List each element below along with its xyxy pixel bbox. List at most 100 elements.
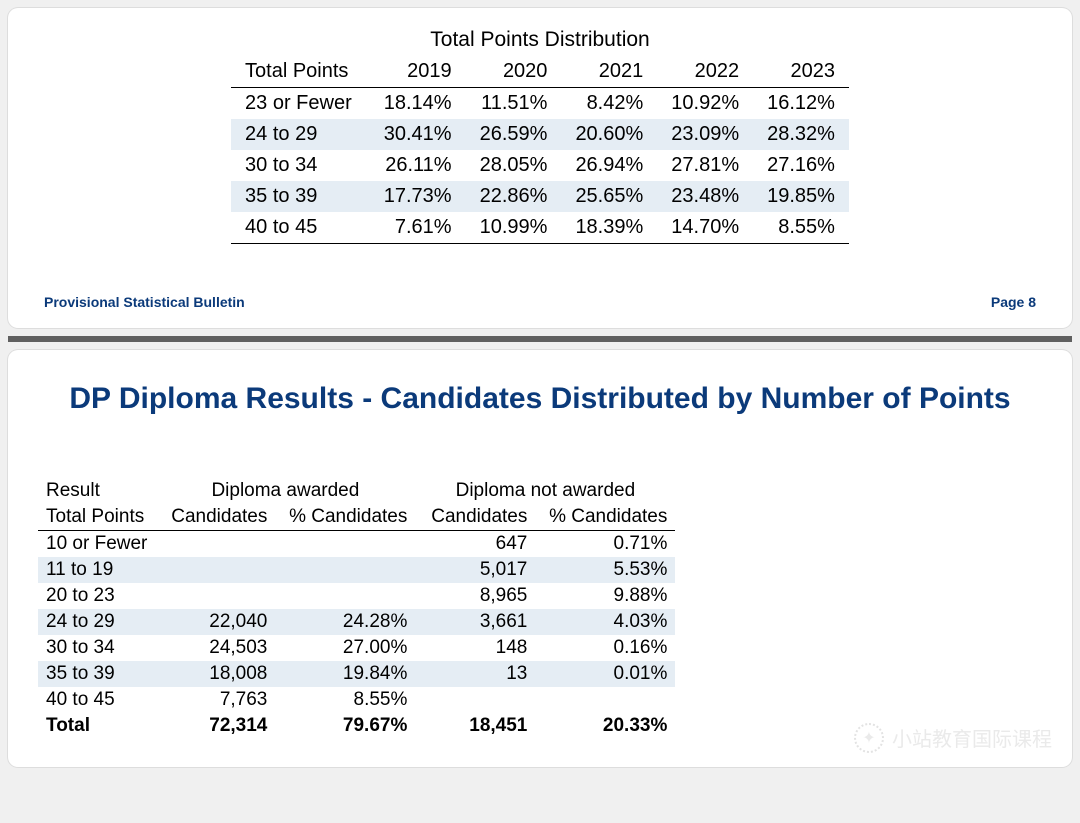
- page-top: Total Points Distribution Total Points 2…: [8, 8, 1072, 328]
- awarded-pct: 24.28%: [275, 609, 415, 635]
- distribution-cell: 26.94%: [561, 150, 657, 181]
- distribution-row: 24 to 2930.41%26.59%20.60%23.09%28.32%: [231, 119, 849, 150]
- awarded-candidates: 7,763: [155, 687, 275, 713]
- results-row: 24 to 2922,04024.28%3,6614.03%: [38, 609, 675, 635]
- notawarded-pct: 5.53%: [535, 557, 675, 583]
- distribution-cell: 10.99%: [466, 212, 562, 244]
- awarded-pct: 19.84%: [275, 661, 415, 687]
- head-notawarded-candidates: Candidates: [415, 504, 535, 531]
- notawarded-candidates: [415, 687, 535, 713]
- head-notawarded-pct: % Candidates: [535, 504, 675, 531]
- awarded-candidates: 22,040: [155, 609, 275, 635]
- distribution-row-label: 30 to 34: [231, 150, 370, 181]
- head-result: Result: [38, 478, 155, 504]
- distribution-cell: 17.73%: [370, 181, 466, 212]
- distribution-cell: 16.12%: [753, 88, 849, 120]
- notawarded-pct: 9.88%: [535, 583, 675, 609]
- notawarded-candidates: 647: [415, 530, 535, 557]
- page-divider: [8, 336, 1072, 342]
- notawarded-candidates-total: 18,451: [415, 713, 535, 739]
- distribution-cell: 23.48%: [657, 181, 753, 212]
- distribution-cell: 27.81%: [657, 150, 753, 181]
- results-total-label: Total: [38, 713, 155, 739]
- distribution-row: 30 to 3426.11%28.05%26.94%27.81%27.16%: [231, 150, 849, 181]
- year-col: 2022: [657, 56, 753, 88]
- awarded-pct-total: 79.67%: [275, 713, 415, 739]
- results-row: 30 to 3424,50327.00%1480.16%: [38, 635, 675, 661]
- notawarded-candidates: 13: [415, 661, 535, 687]
- distribution-row-label: 23 or Fewer: [231, 88, 370, 120]
- distribution-cell: 18.14%: [370, 88, 466, 120]
- results-table: Result Diploma awarded Diploma not award…: [38, 478, 675, 739]
- results-row-label: 20 to 23: [38, 583, 155, 609]
- distribution-row-label: 24 to 29: [231, 119, 370, 150]
- footer-left: Provisional Statistical Bulletin: [44, 294, 245, 310]
- distribution-cell: 20.60%: [561, 119, 657, 150]
- awarded-pct: [275, 557, 415, 583]
- notawarded-pct-total: 20.33%: [535, 713, 675, 739]
- notawarded-candidates: 8,965: [415, 583, 535, 609]
- footer-right: Page 8: [991, 294, 1036, 310]
- results-row-label: 10 or Fewer: [38, 530, 155, 557]
- results-row-label: 40 to 45: [38, 687, 155, 713]
- notawarded-pct: 0.71%: [535, 530, 675, 557]
- distribution-table: Total Points 2019 2020 2021 2022 2023 23…: [231, 56, 849, 244]
- awarded-candidates: [155, 557, 275, 583]
- results-row-label: 35 to 39: [38, 661, 155, 687]
- head-points: Total Points: [38, 504, 155, 531]
- results-row: 35 to 3918,00819.84%130.01%: [38, 661, 675, 687]
- awarded-pct: 27.00%: [275, 635, 415, 661]
- awarded-candidates: [155, 583, 275, 609]
- distribution-cell: 18.39%: [561, 212, 657, 244]
- distribution-title: Total Points Distribution: [38, 28, 1042, 52]
- page-footer: Provisional Statistical Bulletin Page 8: [38, 294, 1042, 310]
- head-group-notawarded: Diploma not awarded: [415, 478, 675, 504]
- wechat-icon: ✦: [854, 723, 884, 753]
- notawarded-candidates: 3,661: [415, 609, 535, 635]
- notawarded-pct: 0.16%: [535, 635, 675, 661]
- results-row-label: 11 to 19: [38, 557, 155, 583]
- results-total-row: Total72,31479.67%18,45120.33%: [38, 713, 675, 739]
- distribution-cell: 28.05%: [466, 150, 562, 181]
- notawarded-pct: 4.03%: [535, 609, 675, 635]
- distribution-row: 40 to 457.61%10.99%18.39%14.70%8.55%: [231, 212, 849, 244]
- notawarded-pct: [535, 687, 675, 713]
- year-col: 2021: [561, 56, 657, 88]
- distribution-row-label: 35 to 39: [231, 181, 370, 212]
- awarded-candidates: 24,503: [155, 635, 275, 661]
- distribution-cell: 30.41%: [370, 119, 466, 150]
- distribution-cell: 26.11%: [370, 150, 466, 181]
- awarded-candidates-total: 72,314: [155, 713, 275, 739]
- distribution-rowheader: Total Points: [231, 56, 370, 88]
- results-row: 20 to 23 8,9659.88%: [38, 583, 675, 609]
- results-heading: DP Diploma Results - Candidates Distribu…: [38, 380, 1042, 418]
- page-bottom: DP Diploma Results - Candidates Distribu…: [8, 350, 1072, 767]
- notawarded-pct: 0.01%: [535, 661, 675, 687]
- distribution-cell: 25.65%: [561, 181, 657, 212]
- results-row: 11 to 195,0175.53%: [38, 557, 675, 583]
- distribution-cell: 19.85%: [753, 181, 849, 212]
- head-awarded-candidates: Candidates: [155, 504, 275, 531]
- year-col: 2023: [753, 56, 849, 88]
- results-row-label: 30 to 34: [38, 635, 155, 661]
- year-col: 2019: [370, 56, 466, 88]
- head-awarded-pct: % Candidates: [275, 504, 415, 531]
- awarded-candidates: 18,008: [155, 661, 275, 687]
- awarded-candidates: [155, 530, 275, 557]
- awarded-pct: [275, 583, 415, 609]
- distribution-cell: 27.16%: [753, 150, 849, 181]
- distribution-cell: 8.42%: [561, 88, 657, 120]
- distribution-row-label: 40 to 45: [231, 212, 370, 244]
- notawarded-candidates: 148: [415, 635, 535, 661]
- awarded-pct: 8.55%: [275, 687, 415, 713]
- distribution-cell: 10.92%: [657, 88, 753, 120]
- year-col: 2020: [466, 56, 562, 88]
- distribution-cell: 22.86%: [466, 181, 562, 212]
- awarded-pct: [275, 530, 415, 557]
- distribution-cell: 23.09%: [657, 119, 753, 150]
- results-row: 10 or Fewer 6470.71%: [38, 530, 675, 557]
- distribution-row: 23 or Fewer18.14%11.51%8.42%10.92%16.12%: [231, 88, 849, 120]
- distribution-cell: 28.32%: [753, 119, 849, 150]
- results-row-label: 24 to 29: [38, 609, 155, 635]
- distribution-cell: 14.70%: [657, 212, 753, 244]
